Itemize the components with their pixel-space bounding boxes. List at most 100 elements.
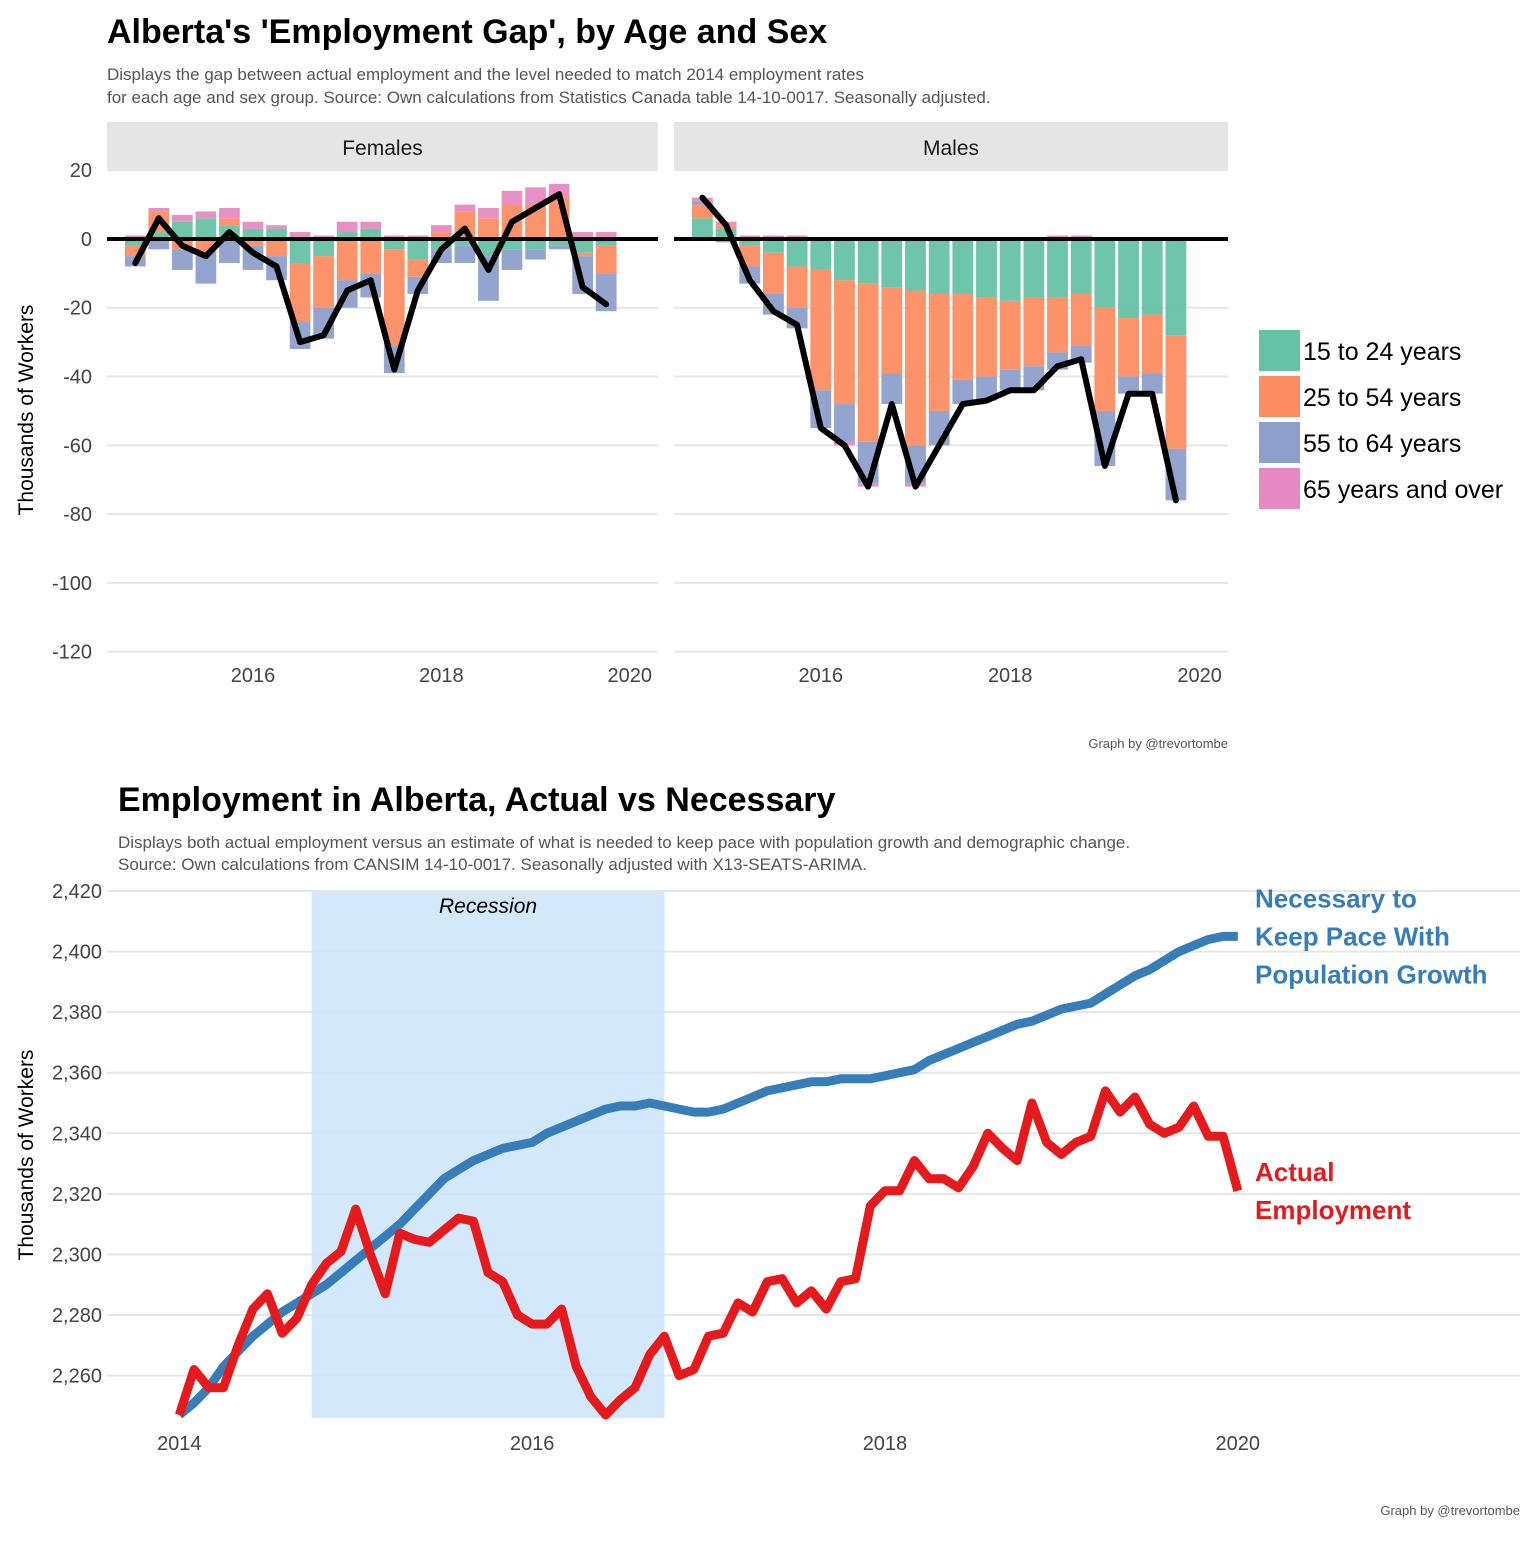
facet-label: Females (342, 137, 423, 160)
bar-segment (431, 238, 452, 250)
bar-segment (171, 221, 193, 239)
bar-segment (313, 256, 334, 308)
bar-segment (976, 376, 997, 401)
chart-title: Alberta's 'Employment Gap', by Age and S… (107, 13, 827, 51)
bar-segment (834, 238, 855, 281)
bar-segment (691, 201, 713, 205)
y-tick-label: 2,340 (52, 1123, 102, 1145)
bar-segment (242, 228, 264, 239)
bar-segment (383, 238, 405, 250)
chart-subtitle: Displays both actual employment versus a… (118, 833, 1130, 852)
legend-label: 25 to 54 years (1303, 384, 1461, 412)
total-line (699, 194, 1179, 504)
chart-subtitle: Displays the gap between actual employme… (107, 65, 864, 84)
x-tick-label: 2016 (799, 665, 844, 687)
chart-subtitle: for each age and sex group. Source: Own … (107, 88, 991, 107)
bar-segment (171, 249, 193, 270)
legend-swatch (1259, 376, 1300, 417)
x-tick-label: 2018 (988, 665, 1033, 687)
bar-segment (763, 293, 784, 315)
bar-segment (905, 290, 926, 446)
bar-segment (952, 238, 974, 294)
bar-segment (976, 297, 997, 377)
bar-segment (1023, 238, 1045, 298)
bar-segment (478, 256, 499, 301)
x-tick-label: 2018 (863, 1433, 908, 1455)
bar-segment (928, 238, 950, 294)
series-label: Actual (1255, 1157, 1334, 1187)
y-tick-label: -100 (52, 573, 92, 595)
bar-segment (407, 238, 429, 260)
bar-segment (763, 238, 784, 253)
bar-segment (478, 238, 499, 257)
bar-segment (763, 252, 784, 294)
bar-segment (289, 232, 311, 239)
bar-segment (810, 269, 832, 391)
bar-segment (548, 245, 570, 250)
bar-segment (148, 238, 170, 250)
bar-segment (478, 207, 499, 219)
bar-segment (454, 204, 476, 212)
bar-segment (501, 249, 523, 270)
bar-segment (171, 214, 193, 222)
bar-segment (313, 238, 334, 257)
bar-segment (857, 283, 879, 442)
bar-segment (1141, 373, 1163, 394)
bar-segment (1165, 238, 1187, 336)
bar-segment (1070, 293, 1092, 346)
bar-segment (1094, 238, 1116, 308)
bar-segment (881, 238, 903, 288)
series-label: Necessary to (1255, 883, 1417, 913)
bar-segment (572, 232, 594, 239)
bar-segment (360, 221, 382, 229)
bar-segment (1141, 314, 1163, 374)
bar-segment (1118, 376, 1139, 394)
bar-segment (1047, 238, 1068, 298)
y-tick-label: 2,400 (52, 942, 102, 964)
y-tick-label: -20 (63, 298, 92, 320)
bar-segment (999, 369, 1021, 391)
caption: Graph by @trevortombe (1088, 736, 1228, 751)
y-axis-label: Thousands of Workers (15, 1050, 38, 1261)
bar-segment (407, 259, 429, 277)
bar-segment (1118, 318, 1139, 377)
bar-segment (905, 238, 926, 291)
y-tick-label: 2,320 (52, 1184, 102, 1206)
x-tick-label: 2016 (510, 1433, 555, 1455)
bar-segment (336, 221, 358, 233)
bar-segment (595, 245, 617, 274)
bar-segment (881, 287, 903, 374)
bar-segment (478, 218, 499, 239)
bar-segment (501, 190, 523, 205)
bar-segment (195, 218, 217, 239)
bar-segment (219, 238, 240, 264)
bar-segment (595, 238, 617, 246)
facet-strip (107, 122, 658, 170)
bar-segment (501, 238, 523, 250)
y-tick-label: 2,360 (52, 1063, 102, 1085)
y-tick-label: 0 (81, 229, 92, 251)
total-line (132, 191, 610, 373)
legend-swatch (1259, 468, 1300, 509)
bar-segment (572, 252, 594, 257)
bar-segment (266, 225, 287, 229)
bar-segment (266, 228, 287, 239)
bar-segment (999, 238, 1021, 301)
x-tick-label: 2014 (157, 1433, 202, 1455)
bar-segment (810, 238, 832, 270)
bar-segment (786, 266, 808, 308)
bar-segment (266, 238, 287, 257)
bar-segment (148, 207, 170, 212)
y-tick-label: -60 (63, 435, 92, 457)
bar-segment (1094, 307, 1116, 411)
bar-segment (124, 245, 146, 257)
chart-title: Employment in Alberta, Actual vs Necessa… (118, 781, 836, 819)
bar-segment (336, 238, 358, 281)
bar-segment (1047, 297, 1068, 353)
bar-segment (454, 245, 476, 264)
bar-segment (572, 238, 594, 253)
bar-segment (881, 373, 903, 405)
bar-segment (219, 218, 240, 226)
